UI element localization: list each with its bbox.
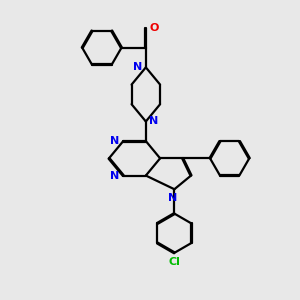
- Text: N: N: [110, 136, 120, 146]
- Text: N: N: [149, 116, 159, 127]
- Text: Cl: Cl: [168, 257, 180, 267]
- Text: N: N: [110, 171, 120, 181]
- Text: O: O: [149, 23, 159, 33]
- Text: N: N: [133, 62, 142, 72]
- Text: N: N: [168, 193, 178, 203]
